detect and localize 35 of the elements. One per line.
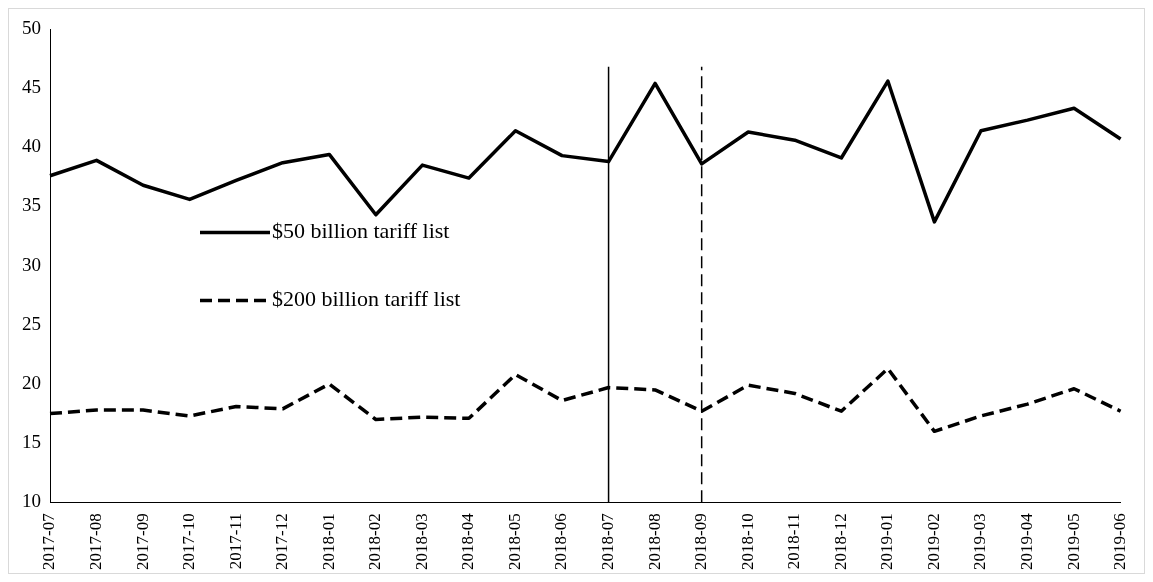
y-tick-label: 20 [22, 371, 41, 393]
x-tick-label: 2017-10 [179, 513, 199, 571]
y-tick-label: 30 [22, 253, 41, 275]
x-tick-label: 2018-05 [504, 513, 524, 571]
x-tick-label: 2018-09 [691, 513, 711, 571]
legend-label: $50 billion tariff list [272, 218, 450, 244]
x-tick-label: 2019-01 [877, 513, 897, 571]
y-tick-label: 45 [22, 76, 41, 98]
y-tick-label: 10 [22, 490, 41, 512]
y-tick-label: 35 [22, 194, 41, 216]
x-tick-label: 2018-02 [365, 513, 385, 571]
x-tick-label: 2018-11 [784, 513, 804, 570]
x-tick-label: 2018-07 [598, 512, 618, 571]
x-tick-label: 2018-06 [551, 513, 571, 571]
x-tick-label: 2019-05 [1063, 513, 1083, 571]
y-tick-label: 25 [22, 312, 41, 334]
x-tick-label: 2018-01 [318, 513, 338, 571]
x-tick-label: 2019-03 [970, 513, 990, 571]
x-tick-label: 2019-04 [1016, 512, 1036, 571]
y-tick-label: 15 [22, 431, 41, 453]
x-tick-label: 2019-02 [923, 513, 943, 571]
x-tick-label: 2017-11 [225, 513, 245, 570]
x-tick-label: 2017-07 [39, 512, 59, 571]
legend-label: $200 billion tariff list [272, 286, 461, 312]
x-tick-label: 2017-08 [86, 513, 106, 571]
x-tick-label: 2018-12 [830, 513, 850, 571]
x-tick-label: 2018-10 [737, 513, 757, 571]
x-tick-label: 2018-08 [644, 513, 664, 571]
y-tick-label: 50 [22, 16, 41, 38]
y-tick-label: 40 [22, 135, 41, 157]
x-tick-label: 2017-09 [132, 513, 152, 571]
x-tick-label: 2018-03 [411, 513, 431, 571]
x-tick-label: 2019-06 [1110, 513, 1130, 571]
x-tick-label: 2018-04 [458, 512, 478, 571]
x-tick-label: 2017-12 [272, 513, 292, 571]
